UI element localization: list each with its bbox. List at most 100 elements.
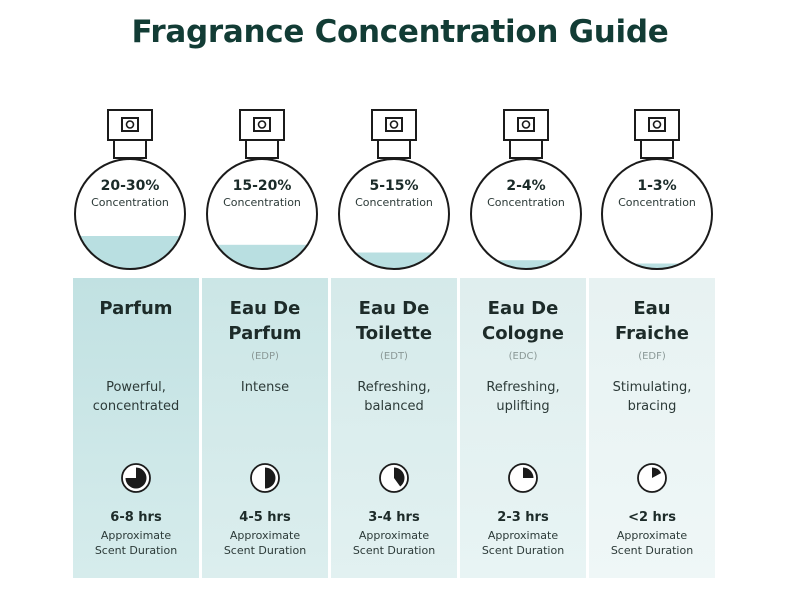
description-line2: uplifting xyxy=(496,399,550,414)
bottle-eau-de-toilette: 5-15% Concentration xyxy=(334,100,454,280)
duration-hours: 3-4 hrs xyxy=(368,510,420,525)
fragrance-name-line1: Eau xyxy=(633,298,671,319)
liquid-fill xyxy=(471,260,581,269)
bottle-percentage: 1-3% xyxy=(637,178,677,194)
duration-label-line2: Scent Duration xyxy=(481,544,565,557)
bottle-percentage: 5-15% xyxy=(369,178,419,194)
description-line2: concentrated xyxy=(92,399,180,414)
bottle-parfum: 20-30% Concentration xyxy=(70,100,190,280)
liquid-fill xyxy=(602,263,712,269)
description-line1: Intense xyxy=(240,380,290,395)
duration-label: Approximate Scent Duration xyxy=(460,528,586,558)
clock-icon xyxy=(379,463,409,493)
bottle-percentage: 15-20% xyxy=(232,178,292,194)
fragrance-name-line2: Cologne xyxy=(481,323,565,344)
fragrance-abbreviation: (EDT) xyxy=(380,351,408,362)
duration-label: Approximate Scent Duration xyxy=(331,528,457,558)
clock-wedge xyxy=(652,467,662,478)
column-eau-fraiche: Eau Fraiche (EDF) Stimulating, bracing <… xyxy=(589,278,715,578)
bottle-concentration-label: Concentration xyxy=(618,196,696,209)
bottle-percentage: 20-30% xyxy=(100,178,160,194)
duration-label-line1: Approximate xyxy=(229,529,301,542)
liquid-fill xyxy=(339,252,449,269)
fragrance-name: Parfum xyxy=(73,296,199,321)
bottle-eau-de-parfum: 15-20% Concentration xyxy=(202,100,322,280)
description-line1: Stimulating, xyxy=(612,380,692,395)
column-eau-de-cologne: Eau De Cologne (EDC) Refreshing, uplifti… xyxy=(460,278,586,578)
duration-label: Approximate Scent Duration xyxy=(202,528,328,558)
fragrance-name: Eau Fraiche xyxy=(589,296,715,346)
fragrance-description: Powerful, concentrated xyxy=(73,378,199,416)
bottle-nozzle xyxy=(521,120,531,129)
duration-hours: <2 hrs xyxy=(628,510,676,525)
duration-hours: 2-3 hrs xyxy=(497,510,549,525)
description-line2: bracing xyxy=(627,399,677,414)
fragrance-name: Eau De Cologne xyxy=(460,296,586,346)
description-line2: balanced xyxy=(364,399,424,414)
description-line1: Refreshing, xyxy=(486,380,560,395)
column-eau-de-toilette: Eau De Toilette (EDT) Refreshing, balanc… xyxy=(331,278,457,578)
duration-label-line1: Approximate xyxy=(616,529,688,542)
fragrance-description: Stimulating, bracing xyxy=(589,378,715,416)
clock-icon xyxy=(121,463,151,493)
fragrance-name-line1: Eau De xyxy=(229,298,301,319)
duration-hours: 6-8 hrs xyxy=(110,510,162,525)
clock-icon xyxy=(637,463,667,493)
bottle-concentration-label: Concentration xyxy=(223,196,301,209)
bottle-nozzle xyxy=(389,120,399,129)
bottle-nozzle xyxy=(257,120,267,129)
bottle-concentration-label: Concentration xyxy=(487,196,565,209)
duration-label-line2: Scent Duration xyxy=(94,544,178,557)
bottle-icon xyxy=(74,109,186,270)
bottle-nozzle xyxy=(652,120,662,129)
bottle-concentration-label: Concentration xyxy=(91,196,169,209)
bottle-body xyxy=(601,158,713,270)
duration-label-line1: Approximate xyxy=(358,529,430,542)
duration-label: Approximate Scent Duration xyxy=(73,528,199,558)
fragrance-name-line2: Parfum xyxy=(228,323,302,344)
fragrance-columns: Parfum Powerful, concentrated 6-8 hrs Ap… xyxy=(73,278,716,578)
bottle-icon xyxy=(601,109,713,270)
duration-label-line1: Approximate xyxy=(100,529,172,542)
fragrance-name-line1: Eau De xyxy=(487,298,559,319)
bottle-eau-fraiche: 1-3% Concentration xyxy=(597,100,717,280)
bottle-icon xyxy=(206,109,318,270)
liquid-fill xyxy=(207,244,317,269)
duration-hours: 4-5 hrs xyxy=(239,510,291,525)
fragrance-name: Eau De Parfum xyxy=(202,296,328,346)
clock-wedge xyxy=(523,467,534,478)
column-parfum: Parfum Powerful, concentrated 6-8 hrs Ap… xyxy=(73,278,199,578)
fragrance-description: Refreshing, uplifting xyxy=(460,378,586,416)
fragrance-name: Eau De Toilette xyxy=(331,296,457,346)
fragrance-abbreviation: (EDP) xyxy=(251,351,279,362)
duration-label-line2: Scent Duration xyxy=(610,544,694,557)
fragrance-abbreviation: (EDF) xyxy=(638,351,666,362)
page-title: Fragrance Concentration Guide xyxy=(131,14,669,50)
clock-icon xyxy=(508,463,538,493)
column-eau-de-parfum: Eau De Parfum (EDP) Intense 4-5 hrs Appr… xyxy=(202,278,328,578)
fragrance-name-line2: Fraiche xyxy=(614,323,690,344)
duration-label-line2: Scent Duration xyxy=(223,544,307,557)
description-line1: Powerful, xyxy=(106,380,166,395)
duration-label-line2: Scent Duration xyxy=(352,544,436,557)
clock-icon xyxy=(250,463,280,493)
clock-wedge xyxy=(394,467,405,487)
bottle-body xyxy=(470,158,582,270)
fragrance-name-line1: Parfum xyxy=(99,298,173,319)
bottle-concentration-label: Concentration xyxy=(355,196,433,209)
bottle-nozzle xyxy=(125,120,135,129)
fragrance-name-line1: Eau De xyxy=(358,298,430,319)
fragrance-description: Refreshing, balanced xyxy=(331,378,457,416)
fragrance-name-line2: Toilette xyxy=(355,323,433,344)
bottles-row: 20-30% Concentration 15-20% Concentratio… xyxy=(0,0,800,275)
clock-wedge xyxy=(125,467,147,489)
duration-label-line1: Approximate xyxy=(487,529,559,542)
bottle-eau-de-cologne: 2-4% Concentration xyxy=(466,100,586,280)
bottle-percentage: 2-4% xyxy=(506,178,546,194)
bottle-icon xyxy=(338,109,450,270)
bottle-cap xyxy=(634,109,680,141)
fragrance-abbreviation: (EDC) xyxy=(508,351,538,362)
fragrance-description: Intense xyxy=(202,378,328,397)
duration-label: Approximate Scent Duration xyxy=(589,528,715,558)
description-line1: Refreshing, xyxy=(357,380,431,395)
